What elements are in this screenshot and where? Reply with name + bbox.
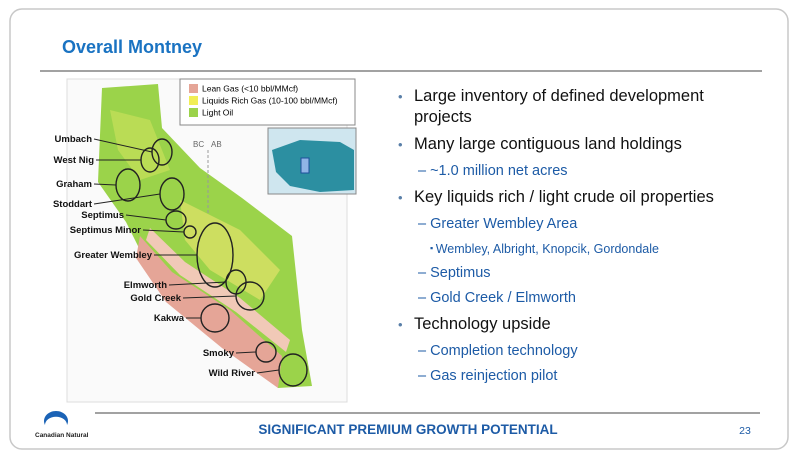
bullet-list: Large inventory of defined development p… — [398, 86, 758, 392]
bullet: Large inventory of defined development p… — [414, 86, 758, 127]
border-label: AB — [211, 140, 222, 149]
legend-swatch — [189, 108, 198, 117]
area-label: Smoky — [203, 348, 235, 359]
leader-line — [256, 369, 280, 374]
title: Overall Montney — [62, 37, 202, 57]
bullet: Completion technology — [418, 342, 758, 360]
legend-swatch — [189, 96, 198, 105]
border-label: BC — [193, 140, 204, 149]
logo-text: Canadian Natural — [35, 432, 89, 439]
legend-label: Light Oil — [202, 108, 233, 118]
bullet: Wembley, Albright, Knopcik, Gordondale — [430, 240, 758, 257]
bullet: Greater Wembley Area — [418, 215, 758, 233]
area-label: Elmworth — [124, 280, 167, 291]
leader-line — [125, 214, 167, 221]
inset-highlight — [300, 157, 310, 174]
inset-land — [272, 140, 354, 192]
lean-gas-area — [136, 236, 282, 388]
area-label: Septimus Minor — [70, 225, 142, 236]
leader-line — [168, 281, 227, 286]
area-label: Umbach — [55, 134, 93, 145]
bullet: Septimus — [418, 264, 758, 282]
area-label: Graham — [56, 179, 92, 190]
area-label: Gold Creek — [130, 293, 181, 304]
leader-line — [142, 229, 185, 233]
legend-label: Liquids Rich Gas (10-100 bbl/MMcf) — [202, 96, 338, 106]
leader-line — [93, 138, 153, 153]
leader-line — [235, 351, 257, 354]
leader-line — [182, 295, 237, 299]
logo: Canadian Natural — [35, 411, 89, 439]
bullet: Gas reinjection pilot — [418, 367, 758, 385]
logo-mark — [44, 411, 68, 425]
legend-label: Lean Gas (<10 bbl/MMcf) — [202, 84, 298, 94]
page-number: 23 — [739, 425, 751, 437]
lean-gas-area — [146, 228, 290, 352]
bullet: Gold Creek / Elmworth — [418, 289, 758, 307]
tagline: SIGNIFICANT PREMIUM GROWTH POTENTIAL — [258, 422, 557, 437]
area-label: Kakwa — [154, 313, 185, 324]
leader-line — [93, 183, 117, 186]
legend-swatch — [189, 84, 198, 93]
area-label: Wild River — [209, 368, 256, 379]
bullet: Technology upside — [414, 314, 758, 335]
bullet: ~1.0 million net acres — [418, 162, 758, 180]
liquids-area — [180, 200, 280, 300]
bullet: Many large contiguous land holdings — [414, 134, 758, 155]
area-label: West Nig — [54, 155, 95, 166]
inset-map — [267, 127, 357, 195]
legend-box — [179, 78, 356, 126]
area-label: Greater Wembley — [74, 250, 153, 261]
leader-line — [93, 193, 161, 205]
area-label: Septimus — [81, 210, 124, 221]
area-label: Stoddart — [53, 199, 93, 210]
liquids-area — [110, 110, 170, 180]
bullet: Key liquids rich / light crude oil prope… — [414, 187, 758, 208]
